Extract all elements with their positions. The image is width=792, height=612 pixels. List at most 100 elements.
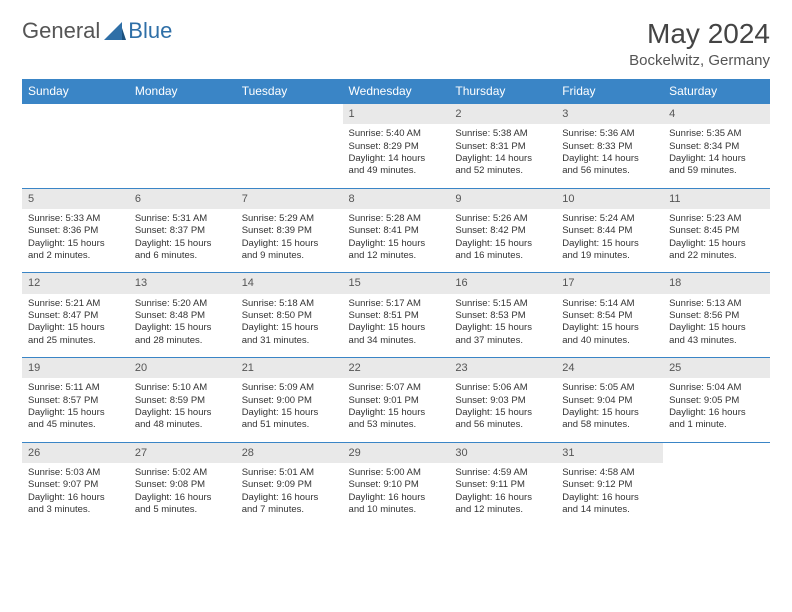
day-daylight2: and 43 minutes. [669,335,764,347]
calendar-day-cell: 31Sunrise: 4:58 AMSunset: 9:12 PMDayligh… [556,442,663,526]
day-sunrise: Sunrise: 5:28 AM [349,213,444,225]
day-sunrise: Sunrise: 5:35 AM [669,128,764,140]
day-daylight1: Daylight: 15 hours [562,322,657,334]
calendar-day-cell: 22Sunrise: 5:07 AMSunset: 9:01 PMDayligh… [343,358,450,443]
day-sunrise: Sunrise: 5:01 AM [242,467,337,479]
day-body: Sunrise: 5:03 AMSunset: 9:07 PMDaylight:… [22,463,129,526]
day-sunset: Sunset: 8:53 PM [455,310,550,322]
day-body: Sunrise: 5:23 AMSunset: 8:45 PMDaylight:… [663,209,770,272]
day-daylight1: Daylight: 16 hours [135,492,230,504]
day-daylight1: Daylight: 15 hours [28,407,123,419]
day-sunset: Sunset: 8:56 PM [669,310,764,322]
day-number-empty [663,443,770,463]
weekday-header: Sunday [22,79,129,104]
day-number: 30 [449,443,556,463]
day-number: 14 [236,273,343,293]
day-daylight1: Daylight: 15 hours [455,238,550,250]
day-body: Sunrise: 5:35 AMSunset: 8:34 PMDaylight:… [663,124,770,187]
day-body: Sunrise: 5:02 AMSunset: 9:08 PMDaylight:… [129,463,236,526]
day-daylight1: Daylight: 15 hours [349,322,444,334]
day-sunset: Sunset: 8:34 PM [669,141,764,153]
day-sunrise: Sunrise: 5:07 AM [349,382,444,394]
day-sunset: Sunset: 9:03 PM [455,395,550,407]
weekday-header: Friday [556,79,663,104]
day-number: 20 [129,358,236,378]
logo-triangle-icon [104,22,126,40]
day-daylight1: Daylight: 15 hours [669,322,764,334]
day-sunrise: Sunrise: 5:10 AM [135,382,230,394]
calendar-week-row: 12Sunrise: 5:21 AMSunset: 8:47 PMDayligh… [22,273,770,358]
day-sunrise: Sunrise: 5:23 AM [669,213,764,225]
day-sunset: Sunset: 8:59 PM [135,395,230,407]
day-daylight2: and 51 minutes. [242,419,337,431]
day-daylight1: Daylight: 16 hours [242,492,337,504]
day-body-empty [663,463,770,525]
day-number: 25 [663,358,770,378]
day-daylight1: Daylight: 16 hours [562,492,657,504]
day-sunrise: Sunrise: 5:02 AM [135,467,230,479]
calendar-day-cell: 10Sunrise: 5:24 AMSunset: 8:44 PMDayligh… [556,188,663,273]
calendar-day-cell: 3 Sunrise: 5:36 AMSunset: 8:33 PMDaylight… [556,104,663,189]
day-sunrise: Sunrise: 5:15 AM [455,298,550,310]
calendar-day-cell: 11Sunrise: 5:23 AMSunset: 8:45 PMDayligh… [663,188,770,273]
weekday-header: Monday [129,79,236,104]
weekday-header: Thursday [449,79,556,104]
day-body: Sunrise: 5:07 AMSunset: 9:01 PMDaylight:… [343,378,450,441]
calendar-page: General Blue May 2024 Bockelwitz, German… [0,0,792,544]
day-daylight2: and 22 minutes. [669,250,764,262]
calendar-day-cell: 27Sunrise: 5:02 AMSunset: 9:08 PMDayligh… [129,442,236,526]
day-daylight2: and 19 minutes. [562,250,657,262]
day-body: Sunrise: 5:17 AMSunset: 8:51 PMDaylight:… [343,294,450,357]
day-daylight1: Daylight: 15 hours [349,238,444,250]
day-sunset: Sunset: 8:41 PM [349,225,444,237]
day-number: 22 [343,358,450,378]
brand-general: General [22,18,100,44]
calendar-day-cell: 13Sunrise: 5:20 AMSunset: 8:48 PMDayligh… [129,273,236,358]
day-number: 3 [556,104,663,124]
calendar-table: SundayMondayTuesdayWednesdayThursdayFrid… [22,79,770,526]
day-sunset: Sunset: 8:54 PM [562,310,657,322]
day-daylight1: Daylight: 14 hours [562,153,657,165]
day-body: Sunrise: 5:40 AMSunset: 8:29 PMDaylight:… [343,124,450,187]
day-sunset: Sunset: 8:37 PM [135,225,230,237]
day-sunset: Sunset: 8:39 PM [242,225,337,237]
day-sunrise: Sunrise: 5:05 AM [562,382,657,394]
day-number: 17 [556,273,663,293]
day-body: Sunrise: 5:26 AMSunset: 8:42 PMDaylight:… [449,209,556,272]
day-daylight1: Daylight: 16 hours [349,492,444,504]
day-number: 26 [22,443,129,463]
calendar-day-cell: 14Sunrise: 5:18 AMSunset: 8:50 PMDayligh… [236,273,343,358]
calendar-day-cell: 16Sunrise: 5:15 AMSunset: 8:53 PMDayligh… [449,273,556,358]
day-number: 23 [449,358,556,378]
day-daylight1: Daylight: 14 hours [349,153,444,165]
day-daylight2: and 52 minutes. [455,165,550,177]
day-sunrise: Sunrise: 5:31 AM [135,213,230,225]
day-body: Sunrise: 4:59 AMSunset: 9:11 PMDaylight:… [449,463,556,526]
day-sunset: Sunset: 8:45 PM [669,225,764,237]
day-sunrise: Sunrise: 5:38 AM [455,128,550,140]
day-daylight2: and 10 minutes. [349,504,444,516]
day-daylight2: and 9 minutes. [242,250,337,262]
day-sunset: Sunset: 9:08 PM [135,479,230,491]
calendar-day-cell: 9Sunrise: 5:26 AMSunset: 8:42 PMDaylight… [449,188,556,273]
day-number: 13 [129,273,236,293]
day-sunrise: Sunrise: 5:36 AM [562,128,657,140]
day-body-empty [22,124,129,186]
day-number-empty [129,104,236,124]
calendar-day-cell: 15Sunrise: 5:17 AMSunset: 8:51 PMDayligh… [343,273,450,358]
brand-blue: Blue [128,18,172,44]
calendar-day-cell: 24Sunrise: 5:05 AMSunset: 9:04 PMDayligh… [556,358,663,443]
day-sunset: Sunset: 8:42 PM [455,225,550,237]
day-sunset: Sunset: 9:05 PM [669,395,764,407]
day-number: 31 [556,443,663,463]
day-daylight2: and 25 minutes. [28,335,123,347]
day-daylight2: and 37 minutes. [455,335,550,347]
day-body: Sunrise: 5:04 AMSunset: 9:05 PMDaylight:… [663,378,770,441]
day-daylight2: and 5 minutes. [135,504,230,516]
day-sunset: Sunset: 8:33 PM [562,141,657,153]
day-daylight2: and 12 minutes. [349,250,444,262]
day-number: 16 [449,273,556,293]
calendar-week-row: 1Sunrise: 5:40 AMSunset: 8:29 PMDaylight… [22,104,770,189]
day-body: Sunrise: 5:13 AMSunset: 8:56 PMDaylight:… [663,294,770,357]
day-sunrise: Sunrise: 5:29 AM [242,213,337,225]
